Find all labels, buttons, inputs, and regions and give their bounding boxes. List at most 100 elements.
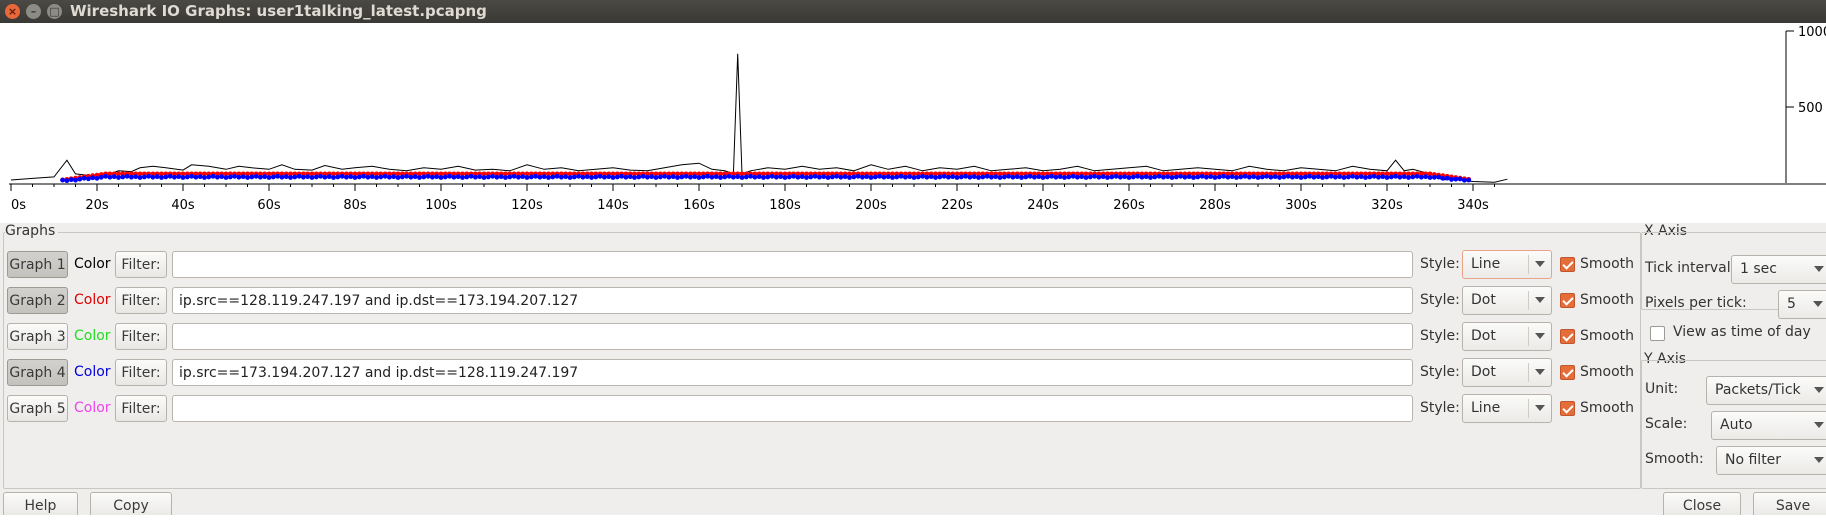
series-line [10,53,1508,183]
series-dot [924,174,930,180]
filter-button[interactable]: Filter: [115,323,167,350]
filter-input[interactable] [172,323,1413,350]
series-dot [266,175,272,180]
view-time-of-day-checkbox[interactable] [1650,326,1665,341]
series-dot [1165,174,1171,180]
filter-button[interactable]: Filter: [115,251,167,278]
style-value: Line [1471,400,1501,416]
smooth-checkbox[interactable] [1560,293,1575,308]
series-dot [645,174,650,180]
series-dot [180,171,186,177]
y-smooth-select[interactable]: No filter [1716,446,1826,475]
series-dot [1053,171,1059,177]
series-dot [1272,174,1278,180]
graph-toggle-button[interactable]: Graph 3 [7,323,68,350]
graph-color-label[interactable]: Color [74,400,111,416]
series-dot [1341,171,1347,177]
series-dot [408,174,414,180]
series-dot [881,174,887,180]
filter-input[interactable] [172,287,1413,314]
smooth-checkbox[interactable] [1560,329,1575,344]
graph-color-label[interactable]: Color [74,292,111,308]
style-select[interactable]: Dot [1462,358,1552,387]
series-dot [1143,174,1149,180]
series-dot [1401,174,1407,180]
style-select[interactable]: Line [1462,394,1552,423]
series-dot [245,171,250,177]
series-dot [1406,171,1411,177]
series-dot [223,171,229,177]
series-dot [206,174,212,180]
series-dot [283,174,289,180]
unit-select[interactable]: Packets/Tick [1706,376,1826,405]
series-dot [1014,174,1020,180]
series-dot [709,171,715,177]
chevron-down-icon [1813,301,1823,307]
series-dot [215,174,220,180]
filter-input[interactable] [172,395,1413,422]
series-dot [417,175,422,180]
series-dot [954,171,960,177]
series-dot [537,174,543,180]
series-dot [86,176,91,182]
series-dot [1156,173,1162,179]
tick-interval-select[interactable]: 1 sec [1731,255,1826,284]
series-dot [1466,177,1472,183]
series-dot [1384,175,1390,180]
series-dot [984,173,990,179]
filter-input[interactable] [172,359,1413,386]
filter-button[interactable]: Filter: [115,395,167,422]
series-dot [795,171,801,177]
series-dot [860,174,865,180]
series-dot [318,173,323,179]
graph-toggle-button[interactable]: Graph 2 [7,287,68,314]
window-minimize-icon[interactable]: – [26,4,41,19]
smooth-checkbox[interactable] [1560,401,1575,416]
graph-color-label[interactable]: Color [74,256,111,272]
graph-toggle-button[interactable]: Graph 1 [7,251,68,278]
series-dot [1281,174,1287,180]
scale-select[interactable]: Auto [1711,411,1826,440]
series-dot [460,171,465,177]
series-dot [374,171,379,177]
graph-toggle-button[interactable]: Graph 5 [7,395,68,422]
series-dot [954,175,960,180]
series-dot [752,171,758,177]
io-graph-plot[interactable]: 0s 20s 40s 60s 80s 100s 120s 140s 160s 180s 200s 22… [0,23,1826,223]
x-tick-label: 160s [683,198,715,213]
graph-color-label[interactable]: Color [74,364,111,380]
series-dot [305,174,311,180]
series-dot [868,171,874,177]
series-dot [950,174,956,180]
series-dot [1191,171,1196,177]
pixels-per-tick-select[interactable]: 5 [1778,290,1826,319]
style-label: Style: [1420,364,1460,380]
style-select[interactable]: Dot [1462,322,1552,351]
series-dot [159,175,164,180]
series-dot [928,174,934,180]
copy-button[interactable]: Copy [90,492,172,519]
series-dot [1277,171,1282,177]
series-dot [1380,174,1386,180]
window-maximize-icon[interactable]: □ [47,4,62,19]
series-dot [1294,174,1300,180]
series-dot [1122,174,1128,180]
style-select[interactable]: Dot [1462,286,1552,315]
select-separator [1528,363,1529,382]
series-dot [842,174,848,180]
series-dot [851,174,857,180]
smooth-checkbox[interactable] [1560,365,1575,380]
filter-button[interactable]: Filter: [115,359,167,386]
series-dot [1208,174,1214,180]
series-dot [1195,174,1201,180]
graph-color-label[interactable]: Color [74,328,111,344]
filter-button[interactable]: Filter: [115,287,167,314]
smooth-checkbox[interactable] [1560,257,1575,272]
save-button[interactable]: Save [1753,492,1826,519]
series-dot [1449,177,1454,182]
series-dot [765,174,771,180]
graph-toggle-button[interactable]: Graph 4 [7,359,68,386]
window-close-icon[interactable]: × [5,4,20,19]
filter-input[interactable] [172,251,1413,278]
style-select[interactable]: Line [1462,250,1552,279]
